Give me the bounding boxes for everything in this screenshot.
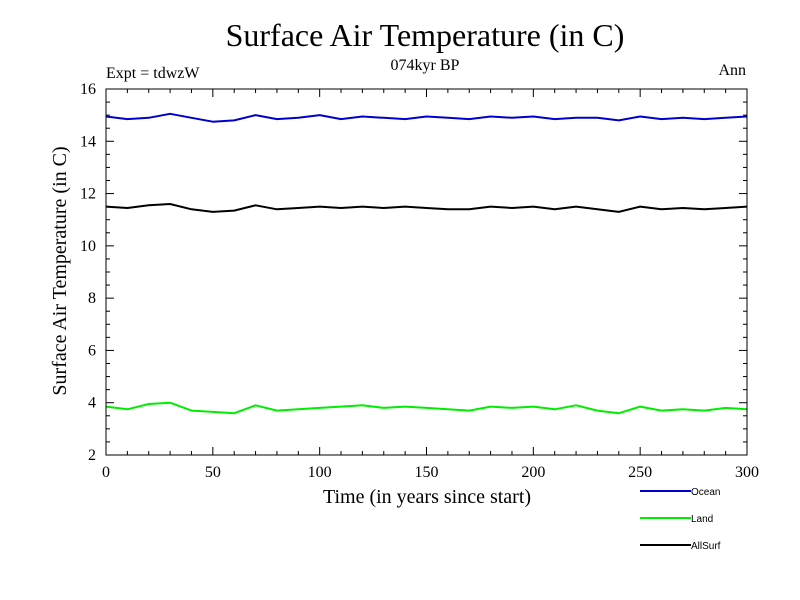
series-lines [105, 112, 748, 415]
season-label: Ann [718, 62, 746, 79]
legend-label-land: Land [691, 514, 713, 525]
chart-subtitle: 074kyr BP [391, 57, 460, 74]
series-line-land [105, 401, 748, 415]
y-tick-label: 2 [88, 447, 96, 464]
y-axis-label: Surface Air Temperature (in C) [49, 146, 71, 395]
y-tick-label: 12 [80, 186, 96, 203]
x-tick-label: 100 [308, 464, 332, 481]
x-tick-label: 50 [205, 464, 221, 481]
x-axis-ticks: 0 50 100 150 200 250 300 [102, 89, 759, 481]
legend-label-allsurf: AllSurf [691, 541, 721, 552]
y-tick-label: 10 [80, 238, 96, 255]
y-tick-label: 6 [88, 342, 96, 359]
x-tick-label: 150 [415, 464, 439, 481]
series-line-ocean [105, 112, 748, 123]
x-tick-label: 0 [102, 464, 110, 481]
chart-title: Surface Air Temperature (in C) [226, 17, 625, 53]
x-tick-label: 250 [628, 464, 652, 481]
legend-label-ocean: Ocean [691, 487, 720, 498]
plot-frame [105, 88, 748, 456]
x-tick-label: 300 [735, 464, 759, 481]
x-tick-label: 200 [521, 464, 545, 481]
y-tick-label: 14 [80, 133, 96, 150]
series-line-allsurf [105, 203, 748, 213]
legend: Ocean Land AllSurf [640, 487, 721, 552]
experiment-label: Expt = tdwzW [106, 65, 200, 82]
y-tick-label: 8 [88, 290, 96, 307]
x-axis-label: Time (in years since start) [323, 486, 531, 508]
y-tick-label: 16 [80, 81, 96, 98]
y-tick-label: 4 [88, 395, 96, 412]
